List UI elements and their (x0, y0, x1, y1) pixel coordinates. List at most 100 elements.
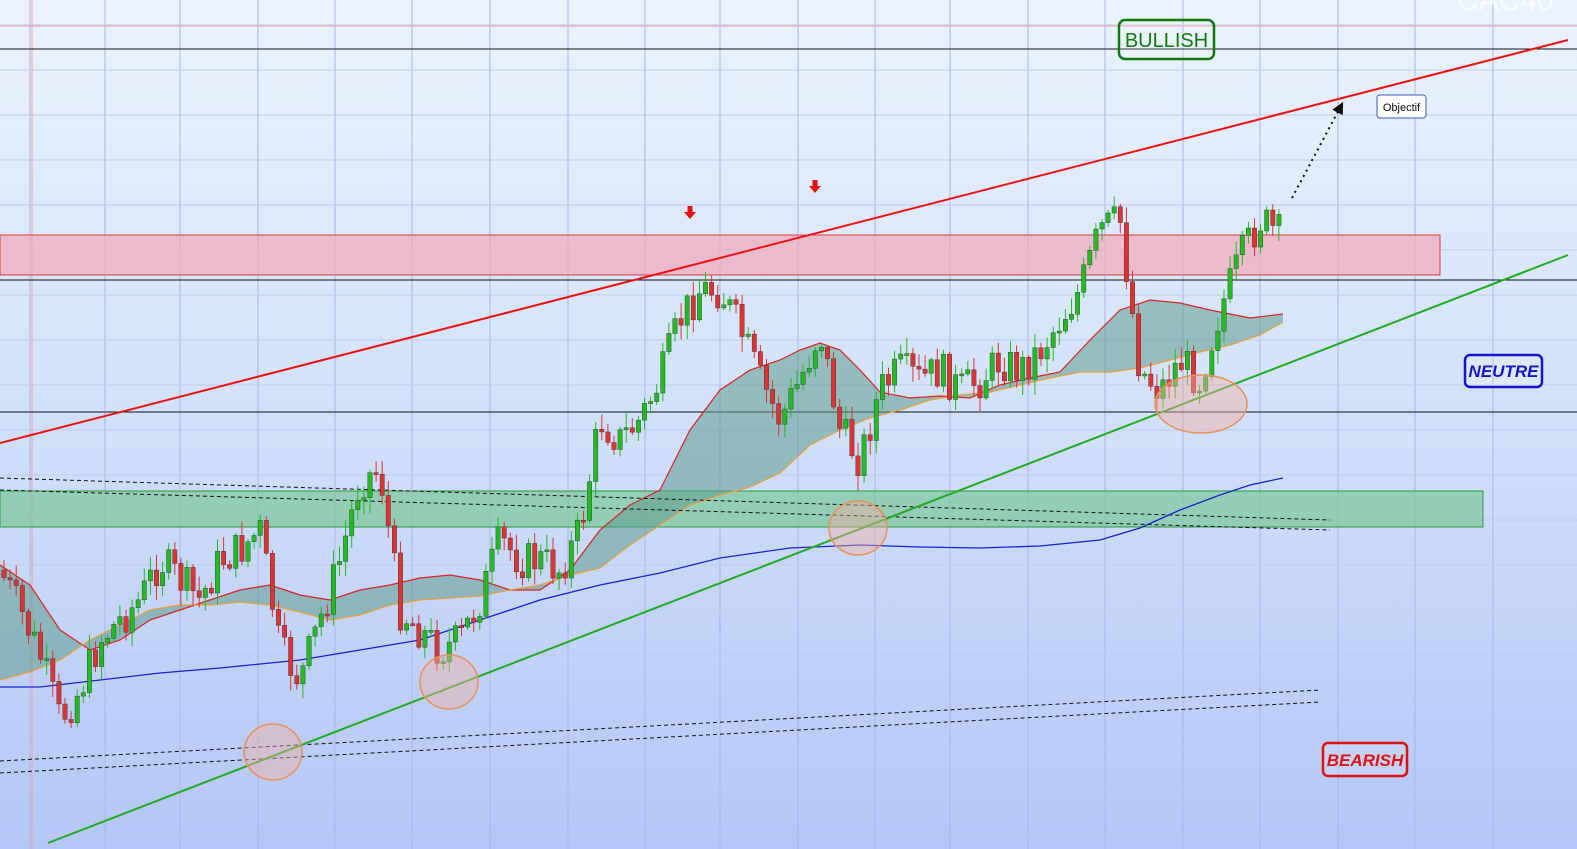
bollinger-mid-line (0, 321, 1284, 681)
candle-body (355, 500, 361, 511)
candle-body (7, 577, 13, 581)
candle (1075, 284, 1081, 322)
objectif-badge: Objectif (1376, 94, 1427, 119)
candle (1020, 350, 1026, 396)
candle-body (636, 419, 641, 433)
candle-body (1172, 362, 1178, 387)
candle-body (44, 658, 50, 661)
candle (160, 561, 165, 596)
candle-body (80, 692, 86, 697)
candle-body (1020, 357, 1026, 381)
candle-body (428, 630, 434, 633)
candle-body (135, 599, 141, 608)
candle-body (1014, 352, 1020, 381)
candle (337, 546, 342, 577)
resistance-zone (0, 234, 1441, 276)
candle (324, 604, 330, 623)
bounce-circle (828, 500, 888, 556)
candle-body (666, 333, 672, 352)
candle (1008, 340, 1013, 388)
candle (849, 406, 855, 460)
candle-body (843, 419, 849, 429)
candle (166, 543, 172, 580)
candle (86, 634, 92, 699)
candle-body (1050, 332, 1056, 348)
candle (575, 512, 580, 555)
candle-body (983, 380, 989, 399)
candle-body (1123, 222, 1129, 282)
candle-body (788, 388, 794, 410)
candle-body (68, 719, 74, 723)
candle-body (550, 549, 556, 579)
candle (196, 576, 202, 608)
candle-body (642, 403, 647, 421)
candle (1062, 309, 1068, 334)
candle (379, 461, 385, 505)
candle-body (337, 561, 342, 565)
candle-body (599, 429, 605, 433)
bearish-badge: BEARISH (1321, 741, 1409, 778)
candle (13, 565, 19, 596)
objectif-label: Objectif (1383, 102, 1421, 114)
candle (208, 582, 214, 596)
candle-body (349, 509, 355, 537)
candle-body (208, 587, 214, 594)
candle-body (1038, 347, 1044, 360)
candle (684, 293, 690, 339)
candle (1081, 257, 1087, 298)
candle (184, 560, 190, 601)
candle (276, 600, 281, 634)
candle (514, 534, 519, 580)
candle-body (1233, 254, 1239, 269)
candle-body (849, 419, 855, 457)
candle (1123, 207, 1129, 290)
candle (1148, 362, 1154, 391)
candle (690, 282, 696, 333)
candle (239, 521, 245, 566)
candle (1245, 221, 1251, 244)
candle (947, 351, 952, 402)
candle (1032, 334, 1038, 395)
candle-body (1111, 206, 1117, 214)
candle-body (507, 537, 513, 551)
candle-body (989, 352, 995, 381)
candle (1044, 337, 1050, 373)
candle (1252, 218, 1257, 257)
candle (410, 617, 416, 627)
candle (623, 411, 629, 444)
candle (477, 612, 483, 630)
candle (19, 579, 25, 625)
candle (233, 533, 239, 578)
candle-body (886, 374, 891, 386)
candle (782, 403, 788, 438)
candle-body (331, 564, 336, 615)
candle-body (1209, 350, 1215, 378)
candle-body (471, 617, 477, 623)
candle (1172, 348, 1178, 399)
candle-body (178, 563, 184, 591)
candle (288, 630, 294, 691)
candle-body (32, 631, 37, 636)
candle (355, 485, 361, 520)
candle-body (648, 401, 654, 404)
candle-body (715, 295, 721, 309)
candle (788, 377, 794, 418)
candle (26, 608, 31, 645)
candle (190, 564, 196, 607)
candle-body (520, 571, 525, 579)
candle-body (581, 519, 586, 523)
candle (1270, 204, 1276, 236)
candle (745, 327, 751, 340)
candle (550, 537, 556, 584)
candle-body (898, 353, 904, 360)
candle (959, 368, 965, 384)
candle-body (300, 665, 306, 685)
neutre-label: NEUTRE (1469, 362, 1540, 381)
candle (916, 354, 922, 380)
candle (770, 380, 776, 419)
candle-body (404, 623, 409, 631)
candle-body (556, 572, 562, 579)
candle-body (392, 525, 397, 554)
candle-body (538, 551, 544, 570)
